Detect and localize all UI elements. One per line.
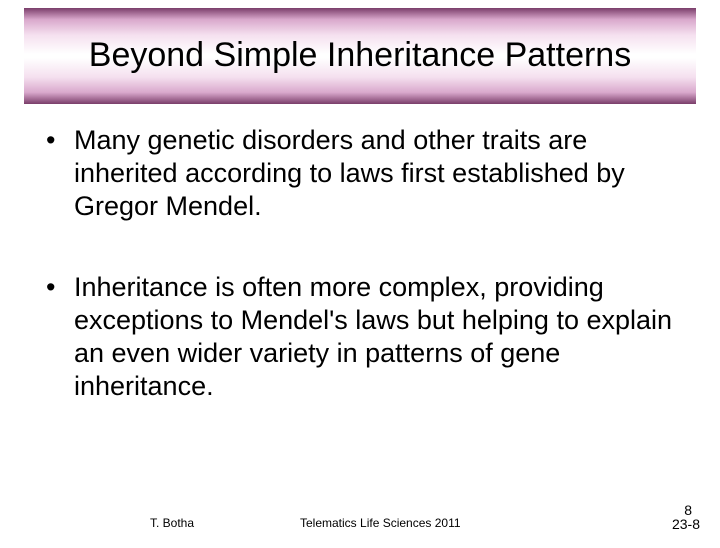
slide-title: Beyond Simple Inheritance Patterns xyxy=(89,36,631,75)
slide-body: Many genetic disorders and other traits … xyxy=(0,104,720,403)
list-item: Inheritance is often more complex, provi… xyxy=(40,271,680,403)
bullet-list: Many genetic disorders and other traits … xyxy=(40,124,680,403)
slide-footer: T. Botha Telematics Life Sciences 2011 8… xyxy=(0,502,720,534)
footer-course: Telematics Life Sciences 2011 xyxy=(300,516,461,530)
list-item: Many genetic disorders and other traits … xyxy=(40,124,680,223)
footer-page-number-bottom: 23-8 xyxy=(672,516,700,532)
footer-author: T. Botha xyxy=(150,516,194,530)
title-banner: Beyond Simple Inheritance Patterns xyxy=(24,8,696,104)
